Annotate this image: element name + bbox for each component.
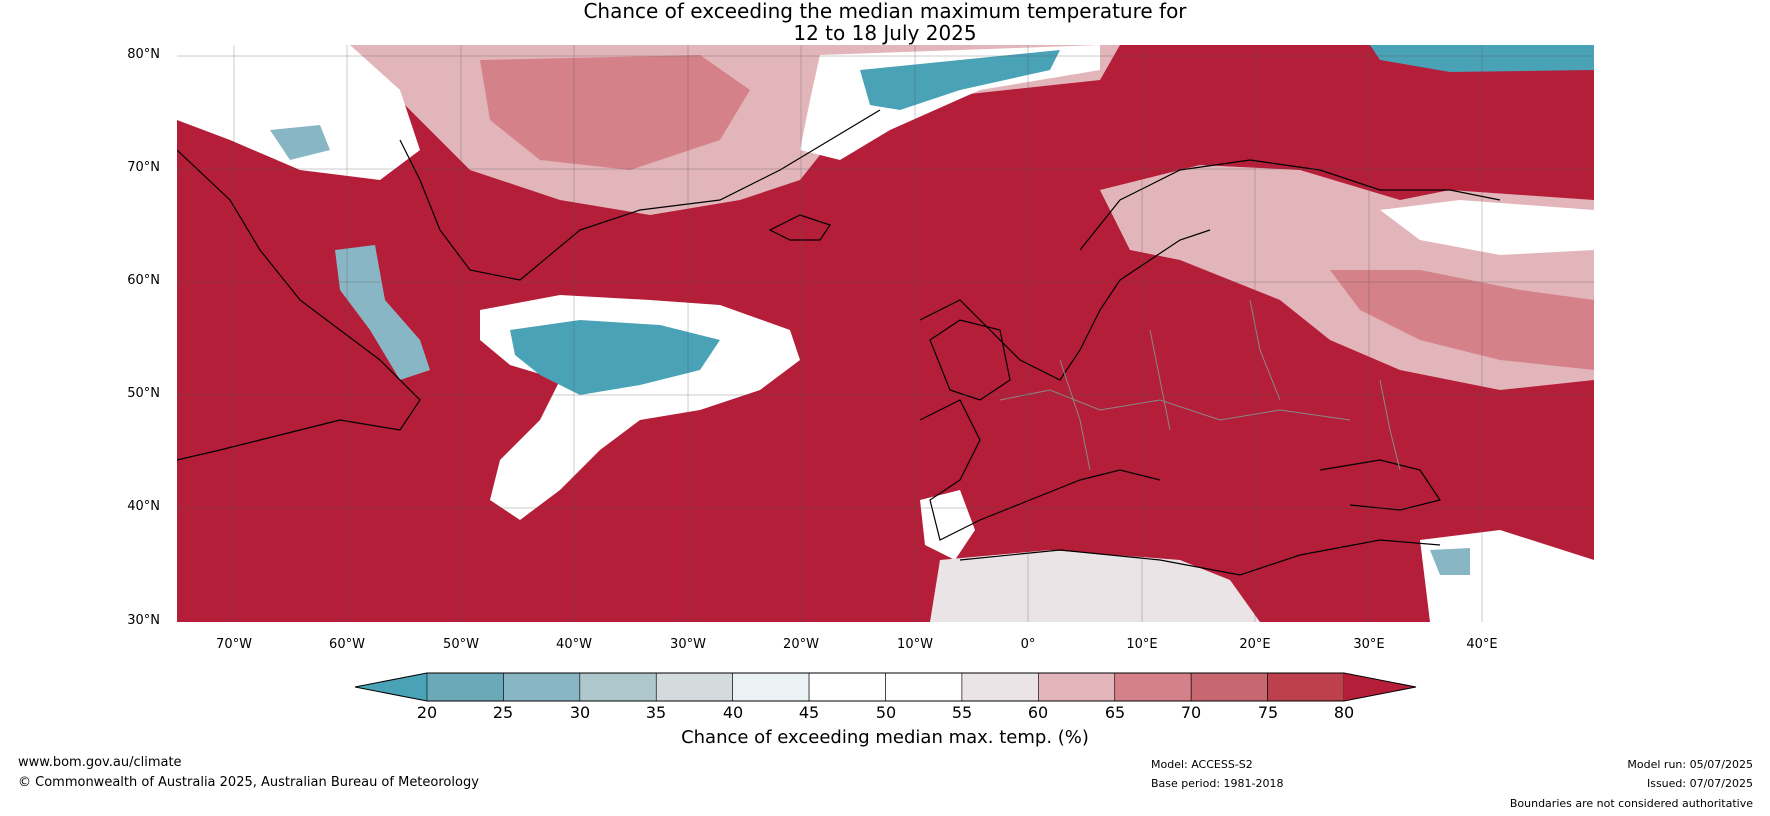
lon-label: 50°W <box>443 637 479 652</box>
lat-label: 50°N <box>127 386 160 401</box>
colorbar-segment <box>579 672 657 702</box>
lon-label: 40°W <box>556 637 592 652</box>
lon-label: 60°W <box>329 637 365 652</box>
colorbar-tick: 40 <box>722 703 744 722</box>
lon-label: 0° <box>1020 637 1036 652</box>
region-scandinavia-white <box>1380 200 1594 255</box>
region-levant-cool <box>1430 548 1470 575</box>
graticule <box>177 45 1594 622</box>
colorbar-segment <box>961 672 1039 702</box>
title-line-2: 12 to 18 July 2025 <box>793 21 977 45</box>
colorbar-label: Chance of exceeding median max. temp. (%… <box>681 727 1089 748</box>
map-title: Chance of exceeding the median maximum t… <box>0 0 1770 44</box>
colorbar-tick: 20 <box>416 703 438 722</box>
footer-issued: Issued: 07/07/2025 <box>1646 777 1753 790</box>
colorbar-tick: 55 <box>951 703 973 722</box>
region-iberia-white <box>920 490 975 560</box>
colorbar-segment <box>885 672 963 702</box>
footer-base-period: Base period: 1981-2018 <box>1151 777 1284 790</box>
colorbar-extend-low <box>355 673 427 701</box>
region-arctic-cool <box>860 50 1060 110</box>
lon-label: 30°W <box>670 637 706 652</box>
colorbar-tick: 25 <box>492 703 514 722</box>
footer-copyright: © Commonwealth of Australia 2025, Austra… <box>18 775 479 790</box>
lat-label: 30°N <box>127 613 160 628</box>
lat-label: 80°N <box>127 47 160 62</box>
colorbar-outline <box>354 672 1417 702</box>
colorbar-segment <box>1190 672 1268 702</box>
colorbar-tick: 30 <box>569 703 591 722</box>
colorbar-segment <box>1267 672 1345 702</box>
colorbar-segment <box>655 672 733 702</box>
colorbar-extend-high <box>1344 673 1416 701</box>
footer-model: Model: ACCESS-S2 <box>1151 758 1253 771</box>
footer-url: www.bom.gov.au/climate <box>18 755 182 770</box>
lon-label: 10°W <box>897 637 933 652</box>
colorbar-segment <box>503 672 581 702</box>
country-borders <box>999 299 1401 471</box>
lat-label: 70°N <box>127 160 160 175</box>
colorbar-tick: 80 <box>1333 703 1355 722</box>
lat-label: 40°N <box>127 499 160 514</box>
lon-label: 20°E <box>1239 637 1271 652</box>
lon-label: 30°E <box>1353 637 1385 652</box>
colorbar-tick: 60 <box>1027 703 1049 722</box>
lon-label: 10°E <box>1126 637 1158 652</box>
region-africa-white <box>930 550 1260 622</box>
colorbar-tick: 75 <box>1257 703 1279 722</box>
region-baffin-cool <box>270 125 330 160</box>
colorbar-tick: 50 <box>875 703 897 722</box>
colorbar-segment <box>808 672 886 702</box>
colorbar-tick: 45 <box>798 703 820 722</box>
colorbar-tick: 65 <box>1104 703 1126 722</box>
colorbar-segment <box>426 672 504 702</box>
lon-label: 40°E <box>1466 637 1498 652</box>
region-greenland-sea-mid <box>480 55 750 170</box>
colorbar-segment <box>1038 672 1116 702</box>
colorbar-segment <box>1114 672 1192 702</box>
colorbar-segment <box>732 672 810 702</box>
colorbar-tick: 35 <box>645 703 667 722</box>
lon-label: 70°W <box>216 637 252 652</box>
region-baffin-white <box>177 45 420 180</box>
footer-disclaimer: Boundaries are not considered authoritat… <box>1509 797 1753 810</box>
colorbar-tick: 70 <box>1180 703 1202 722</box>
title-line-1: Chance of exceeding the median maximum t… <box>583 0 1187 23</box>
coastlines <box>177 109 1501 576</box>
lat-label: 60°N <box>127 273 160 288</box>
footer-model-run: Model run: 05/07/2025 <box>1627 758 1753 771</box>
region-russia-mid <box>1330 270 1594 370</box>
region-atlantic-cool <box>510 320 720 395</box>
lon-label: 20°W <box>783 637 819 652</box>
region-labrador-cool <box>335 245 430 380</box>
